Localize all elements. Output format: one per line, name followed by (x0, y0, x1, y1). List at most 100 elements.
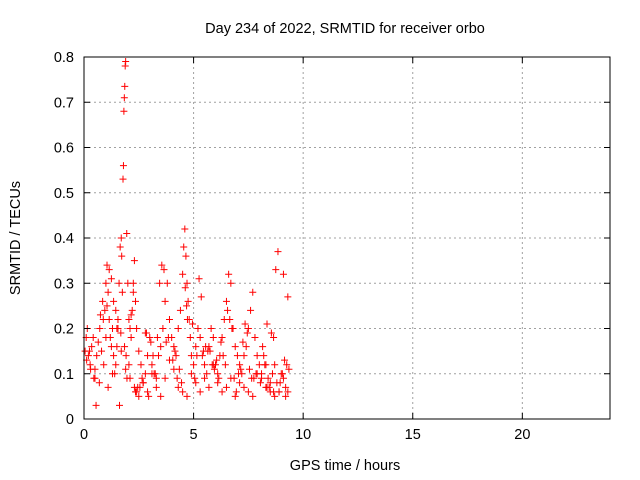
data-point (240, 383, 248, 391)
data-point (183, 302, 191, 310)
data-point (243, 329, 251, 337)
data-point (141, 370, 149, 378)
data-point (122, 365, 130, 373)
data-point (147, 338, 155, 346)
x-axis-label: GPS time / hours (290, 458, 400, 474)
data-point (170, 343, 178, 351)
data-point (183, 392, 191, 400)
data-point (179, 270, 187, 278)
data-point (278, 370, 286, 378)
data-point (284, 388, 292, 396)
data-point (192, 343, 200, 351)
data-point (158, 261, 166, 269)
data-point (122, 352, 130, 360)
data-point (125, 315, 133, 323)
data-point (222, 297, 230, 305)
data-point (224, 306, 232, 314)
data-point (240, 352, 248, 360)
data-point (116, 243, 124, 251)
data-point (107, 275, 115, 283)
data-point (176, 306, 184, 314)
data-point (205, 383, 213, 391)
data-point (151, 370, 159, 378)
data-point (117, 234, 125, 242)
data-point (241, 320, 249, 328)
data-point (208, 361, 216, 369)
data-point (95, 379, 103, 387)
data-point (236, 361, 244, 369)
data-point (251, 334, 259, 342)
data-point (263, 320, 271, 328)
y-tick-label: 0 (66, 412, 74, 428)
data-point (244, 388, 252, 396)
data-point (103, 261, 111, 269)
data-point (133, 325, 141, 332)
data-point (161, 374, 169, 382)
data-point (174, 325, 182, 332)
data-point (149, 352, 157, 360)
data-point (214, 370, 222, 378)
data-point (152, 374, 160, 382)
y-tick-labels: 0 0.1 0.2 0.3 0.4 0.5 0.6 0.7 0.8 (54, 50, 74, 428)
data-point (184, 297, 192, 305)
data-point (112, 361, 120, 369)
data-point (162, 338, 170, 346)
data-point (157, 392, 165, 400)
data-point (118, 252, 126, 260)
data-point (159, 325, 167, 332)
data-point (135, 347, 143, 355)
data-point (245, 365, 253, 373)
data-point (219, 352, 227, 360)
data-point (123, 229, 131, 237)
data-point (179, 388, 187, 396)
plot-frame (83, 56, 611, 420)
data-point (233, 352, 241, 360)
data-point (222, 383, 230, 391)
data-point (152, 383, 160, 391)
data-point (93, 352, 101, 360)
grid-lines (84, 57, 610, 419)
data-point (187, 370, 195, 378)
data-point (137, 361, 145, 369)
data-point (218, 334, 226, 342)
data-point (105, 315, 113, 323)
data-point (156, 279, 164, 287)
data-point (285, 365, 293, 373)
data-point (266, 379, 274, 387)
data-point (88, 343, 96, 351)
data-point (132, 297, 140, 305)
y-tick-label: 0.6 (54, 141, 74, 157)
data-point (281, 356, 289, 364)
data-point (99, 297, 107, 305)
data-point (268, 370, 276, 378)
data-point (121, 82, 129, 90)
y-axis-label: SRMTID / TECUs (8, 181, 24, 295)
data-point (114, 315, 122, 323)
y-tick-label: 0.3 (54, 276, 74, 292)
y-tick-label: 0.5 (54, 186, 74, 202)
data-point (196, 388, 204, 396)
y-tick-label: 0.1 (54, 367, 74, 383)
data-point (252, 370, 260, 378)
data-point (190, 361, 198, 369)
data-point (160, 266, 168, 274)
data-point (129, 288, 137, 296)
data-point (157, 343, 165, 351)
data-point (221, 361, 229, 369)
data-point (232, 388, 240, 396)
data-point (92, 401, 100, 409)
data-point (178, 379, 186, 387)
data-point (104, 383, 112, 391)
data-point (283, 361, 291, 369)
data-point (182, 252, 190, 260)
y-tick-label: 0.7 (54, 95, 74, 111)
data-point (89, 334, 97, 342)
data-point (210, 365, 218, 373)
data-point (271, 361, 279, 369)
data-point (181, 284, 189, 292)
x-tick-label: 20 (514, 427, 530, 443)
data-point (284, 293, 292, 301)
data-point (227, 279, 235, 287)
y-tick-label: 0.8 (54, 50, 74, 66)
data-point (117, 329, 125, 337)
